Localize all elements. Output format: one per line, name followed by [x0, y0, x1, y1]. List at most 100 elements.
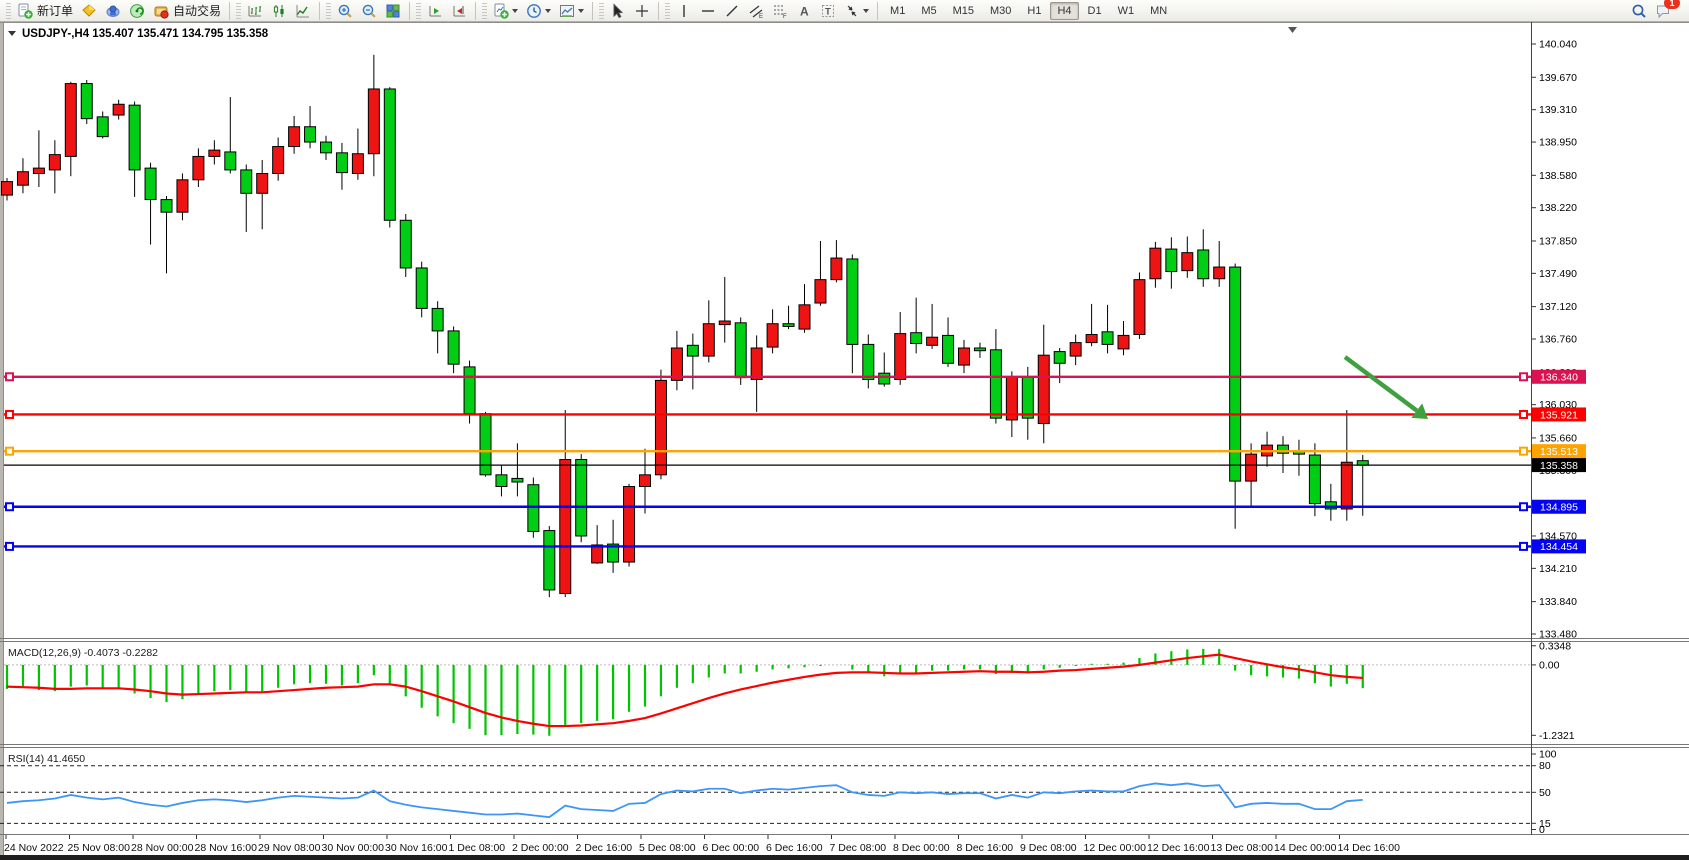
candle-bear [1229, 266, 1242, 482]
timeframe-m30-button[interactable]: M30 [990, 4, 1012, 17]
candle-bear [910, 332, 923, 345]
line-chart-icon [296, 4, 310, 17]
candle-bull [591, 544, 604, 564]
new-chart-button[interactable] [489, 0, 522, 22]
timeframe-m1-button[interactable]: M1 [890, 4, 906, 17]
candle-bear [862, 343, 875, 380]
chevron-down-icon[interactable] [512, 8, 519, 13]
price-line-136.340[interactable]: 136.340 [4, 369, 1586, 384]
zoom-in-button[interactable] [333, 0, 357, 22]
autotrading-button[interactable]: 自动交易 [149, 0, 225, 22]
arrow-annotation[interactable] [1343, 355, 1428, 419]
price-line-134.454[interactable]: 134.454 [4, 539, 1586, 554]
bar-chart-button[interactable] [243, 0, 267, 22]
svg-text:F: F [783, 14, 787, 19]
toolbar-grip[interactable] [416, 2, 422, 19]
zoom-out-button[interactable] [357, 0, 381, 22]
candle-bull [288, 126, 301, 148]
candle-bear [144, 167, 157, 201]
chart-shift-marker[interactable] [1288, 27, 1297, 33]
toolbar-grip[interactable] [665, 2, 671, 19]
timeframe-m15-button[interactable]: M15 [952, 4, 974, 17]
candle-bull [702, 323, 715, 357]
candle-bear [782, 323, 795, 327]
auto-scroll-button[interactable] [423, 0, 447, 22]
price-tick-label: 136.760 [1539, 334, 1577, 346]
price-chart[interactable]: 140.040 139.670 139.310 138.950 138.580 138.2… [0, 22, 1689, 860]
vertical-line-button[interactable] [672, 0, 696, 22]
chevron-down-icon[interactable] [545, 8, 552, 13]
candle-bull [112, 103, 125, 116]
time-tick-label: 28 Nov 16:00 [195, 842, 258, 854]
time-axis[interactable]: 24 Nov 2022 25 Nov 08:00 28 Nov 00:00 28 No… [4, 835, 1400, 854]
candle-bull [798, 304, 811, 330]
toolbar-grip[interactable] [236, 2, 242, 19]
price-line-135.921[interactable]: 135.921 [4, 407, 1586, 422]
candle-bear [989, 349, 1002, 419]
chart-snapshot-button[interactable] [555, 0, 588, 22]
equidistant-channel-button[interactable]: E [744, 0, 768, 22]
toolbar-separator [658, 1, 660, 20]
candle-bull [926, 336, 939, 346]
candle-bear [80, 83, 93, 120]
text-label-button[interactable]: T [816, 0, 840, 22]
tile-windows-button[interactable] [381, 0, 405, 22]
candle-bull [1069, 342, 1082, 357]
price-line-135.358[interactable]: 135.358 [4, 458, 1586, 473]
line-chart-button[interactable] [291, 0, 315, 22]
candle-bull [894, 333, 907, 380]
crosshair-button[interactable] [630, 0, 654, 22]
toolbar-grip[interactable] [6, 2, 11, 19]
price-tick-label: 135.660 [1539, 432, 1577, 444]
timeframe-m5-button[interactable]: M5 [921, 4, 937, 17]
candle-bull [48, 154, 61, 171]
candle-bear [240, 169, 253, 194]
new-order-button[interactable]: 新订单 [13, 0, 77, 22]
toolbar-grip[interactable] [326, 2, 332, 19]
profiles-clock-button[interactable] [522, 0, 555, 22]
timeframe-mn-button[interactable]: MN [1150, 4, 1168, 17]
toolbar-separator [319, 1, 321, 20]
candle-bear [383, 88, 396, 221]
fibonacci-button[interactable]: F [768, 0, 792, 22]
price-tick-label: 138.580 [1539, 170, 1577, 182]
candle-bear [399, 219, 412, 269]
arrow-objects-button[interactable] [840, 0, 873, 22]
search-button[interactable] [1627, 0, 1651, 22]
signal-button[interactable] [125, 0, 149, 22]
timeframe-h4-button[interactable]: H4 [1050, 1, 1079, 20]
market-watch-button[interactable] [77, 0, 101, 22]
candle-bull [830, 257, 843, 281]
text-button[interactable]: A [792, 0, 816, 22]
cursor-button[interactable] [606, 0, 630, 22]
time-tick-label: 14 Dec 16:00 [1338, 842, 1401, 854]
candle-bull [1, 181, 13, 196]
price-line-label: 135.358 [1540, 460, 1578, 472]
chevron-down-icon[interactable] [863, 8, 870, 13]
timeframe-w1-button[interactable]: W1 [1117, 4, 1135, 17]
horizontal-line-button[interactable] [696, 0, 720, 22]
trendline-button[interactable] [720, 0, 744, 22]
chevron-down-icon[interactable] [578, 8, 585, 13]
community-button[interactable] [101, 0, 125, 22]
time-tick-label: 28 Nov 00:00 [131, 842, 194, 854]
symbol-dropdown-icon[interactable] [8, 31, 16, 36]
toolbar-grip[interactable] [482, 2, 488, 19]
notifications-button[interactable]: 1 [1651, 0, 1680, 22]
price-line-134.895[interactable]: 134.895 [4, 499, 1586, 514]
toolbar-grip[interactable] [599, 2, 605, 19]
zoom-in-icon [338, 4, 352, 18]
candlestick-chart-button[interactable] [267, 0, 291, 22]
time-tick-label: 2 Dec 00:00 [512, 842, 569, 854]
community-icon [106, 5, 120, 17]
tile-windows-icon [386, 4, 400, 18]
svg-text:A: A [800, 4, 809, 18]
price-line-135.513[interactable]: 135.513 [4, 444, 1586, 459]
timeframe-h1-button[interactable]: H1 [1027, 4, 1042, 17]
candle-bear [304, 126, 317, 143]
time-tick-label: 9 Dec 08:00 [1020, 842, 1077, 854]
timeframe-d1-button[interactable]: D1 [1087, 4, 1102, 17]
time-tick-label: 25 Nov 08:00 [68, 842, 131, 854]
candle-bull [192, 155, 205, 181]
chart-shift-button[interactable] [447, 0, 471, 22]
